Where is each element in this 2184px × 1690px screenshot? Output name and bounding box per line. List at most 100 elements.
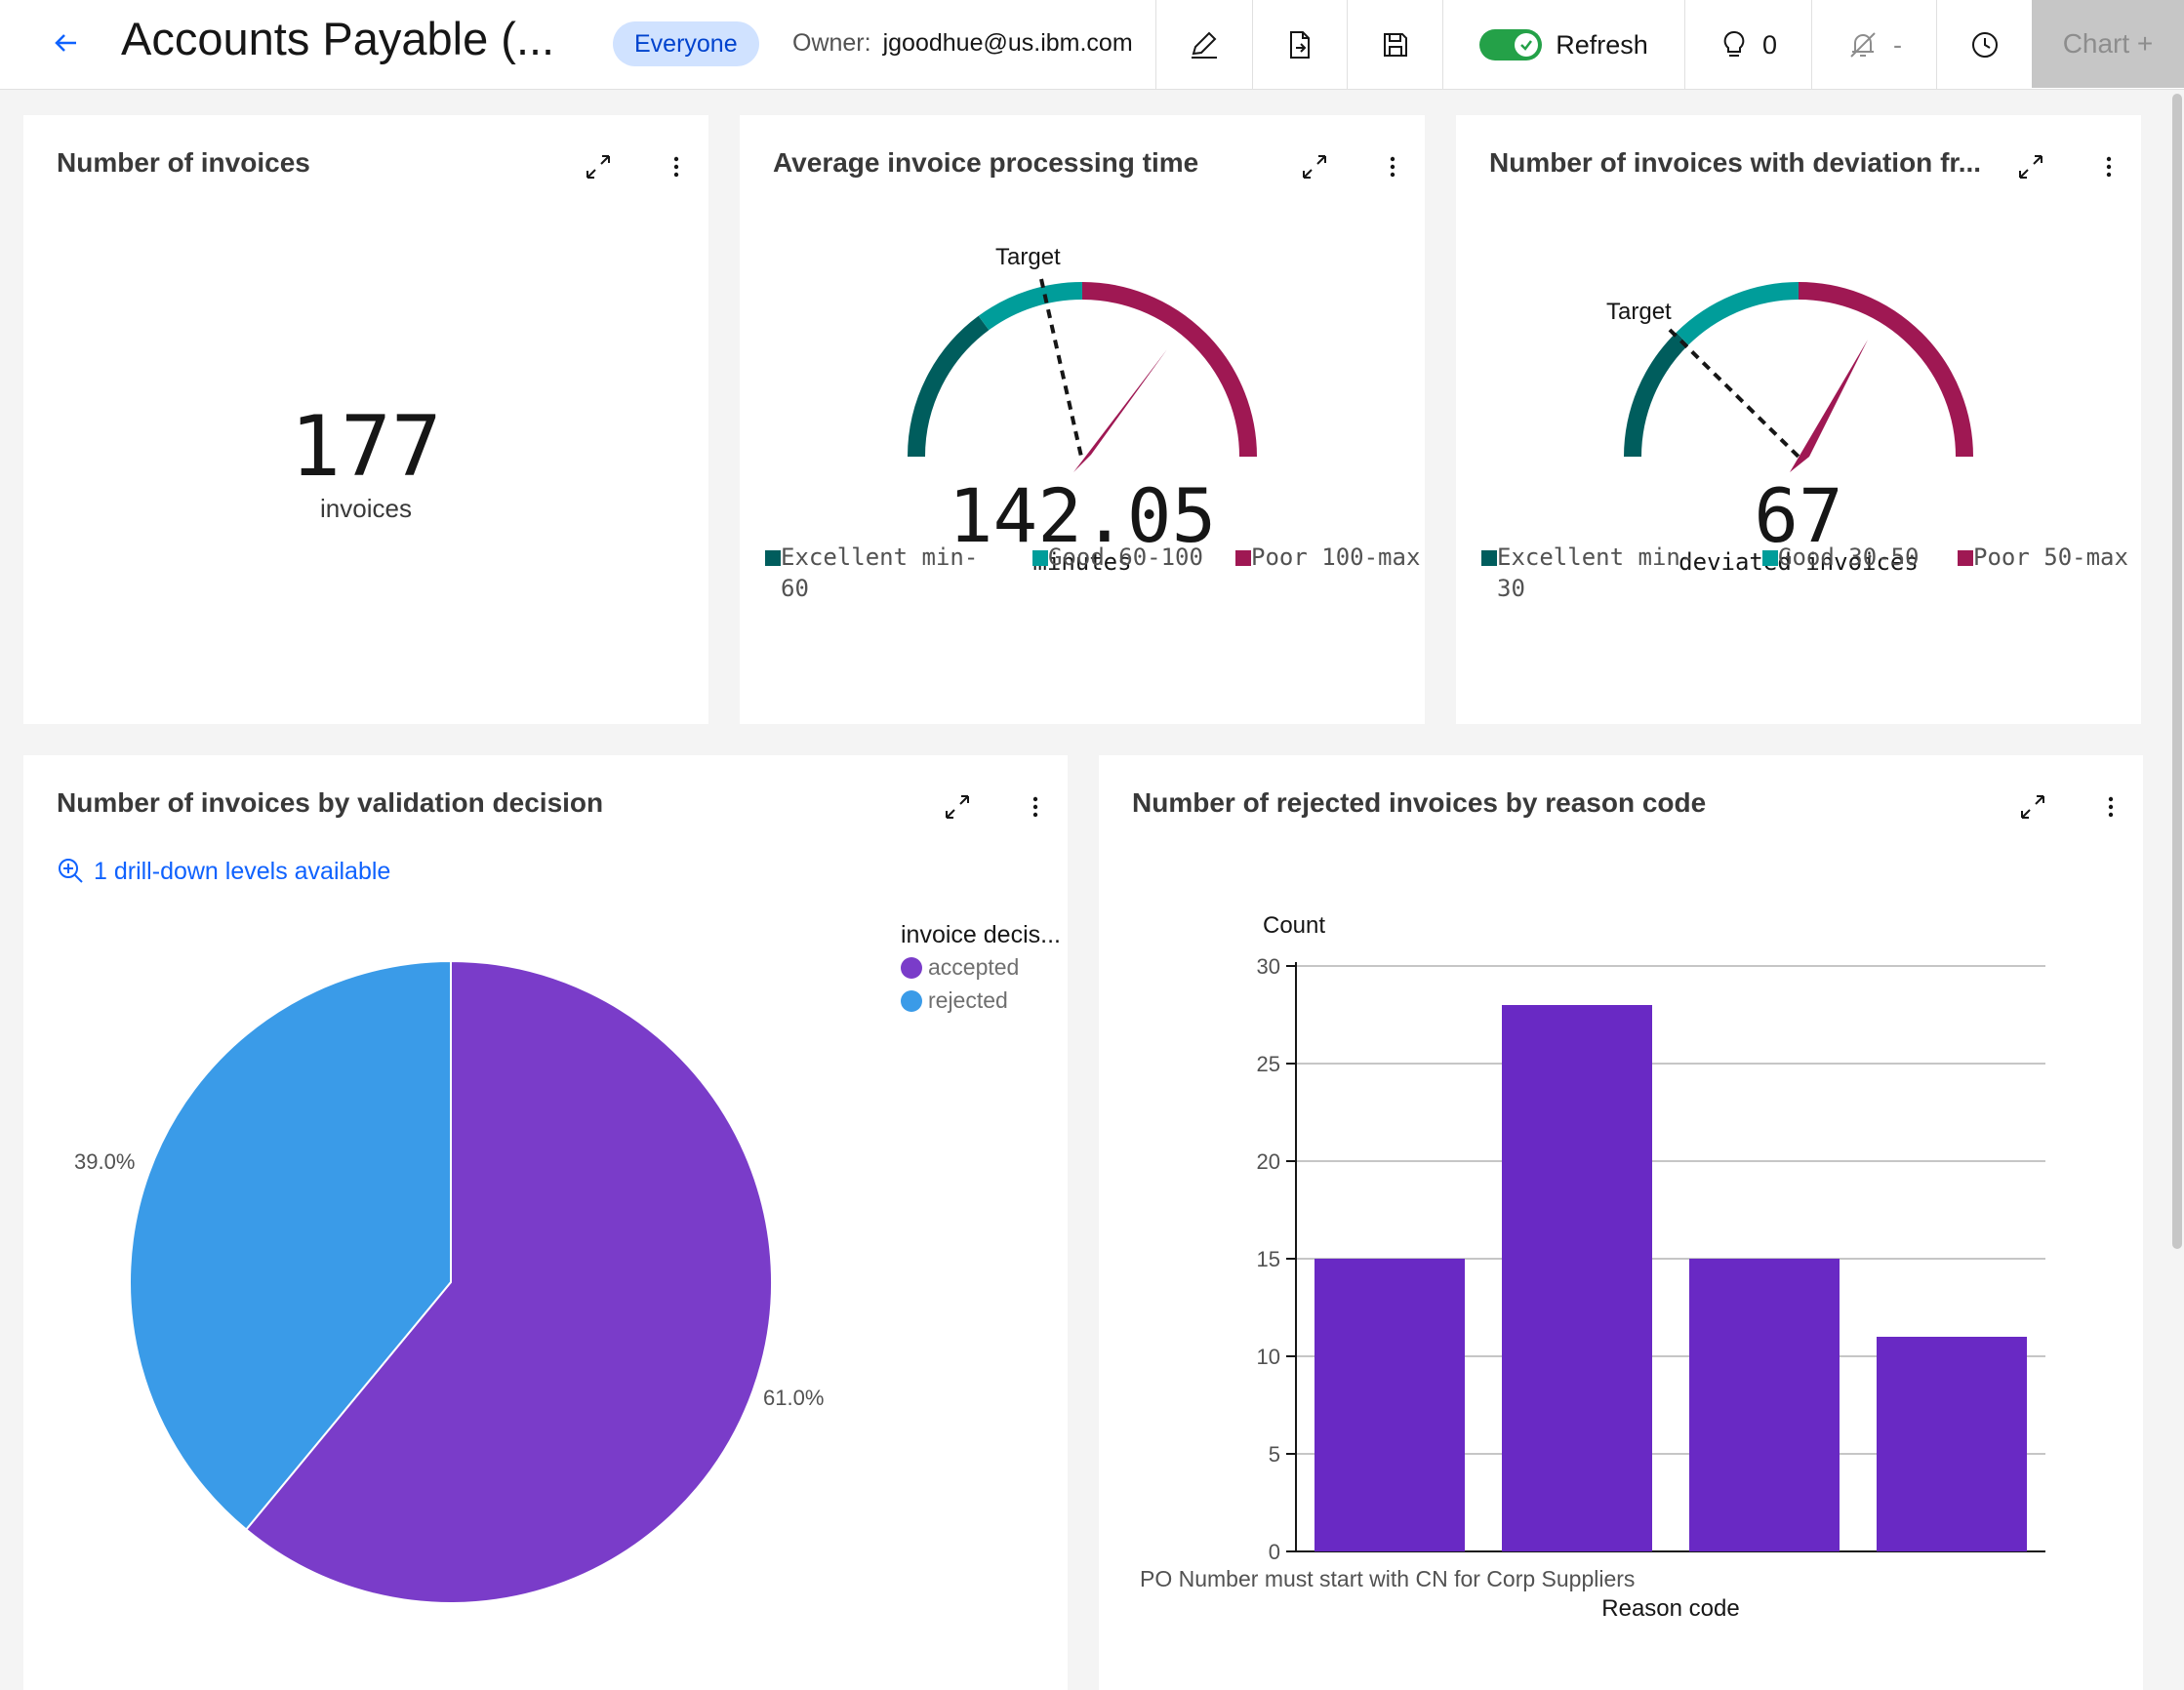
maximize-icon[interactable]: [582, 150, 615, 183]
legend-label: accepted: [928, 954, 1020, 980]
drill-down-link[interactable]: 1 drill-down levels available: [57, 857, 390, 886]
gauge-card-deviation: Number of invoices with deviation fr... …: [1456, 115, 2141, 724]
gauge-unit: minutes: [1032, 548, 1132, 576]
gauge-target-label: Target: [995, 244, 1061, 270]
notification-off-icon: [1850, 32, 1876, 58]
pie-slice-accepted[interactable]: [244, 959, 773, 1604]
legend-label: Good 60-100: [1048, 543, 1203, 571]
pie-slice-rejected[interactable]: [129, 959, 452, 1531]
history-button[interactable]: [1936, 0, 2032, 90]
legend-label: Good 30-50: [1778, 543, 1920, 571]
pie-legend-rejected[interactable]: rejected: [901, 987, 1008, 1014]
legend-swatch: [1481, 550, 1497, 566]
legend-swatch: [765, 550, 781, 566]
checkmark-icon: [1520, 40, 1533, 51]
gauge-target-label: Target: [1606, 299, 1672, 325]
gauge-band-excellent: [907, 315, 990, 458]
pencil-icon: [1192, 31, 1217, 59]
save-button[interactable]: [1347, 0, 1442, 90]
bar-card-rejected-by-reason: Number of rejected invoices by reason co…: [1099, 755, 2143, 1690]
overflow-menu-icon[interactable]: [660, 150, 693, 183]
card-title: Number of invoices by validation decisio…: [57, 787, 604, 818]
gauge-band-poor: [1081, 282, 1257, 458]
kpi-label: invoices: [320, 494, 412, 523]
gauge-band-good: [1676, 282, 1800, 345]
legend-excellent: Excellent min-60: [765, 542, 986, 604]
gauge-value: 67: [1754, 472, 1843, 559]
legend-dot: [901, 990, 922, 1012]
maximize-icon[interactable]: [2016, 790, 2049, 824]
overflow-menu-icon[interactable]: [2092, 150, 2125, 183]
legend-good: Good 60-100: [1032, 542, 1253, 573]
y-axis-label: Count: [1263, 912, 1325, 939]
bar-4[interactable]: [1877, 1337, 2027, 1551]
pie-label-rejected: 39.0%: [74, 1149, 136, 1174]
share-tag[interactable]: Everyone: [613, 21, 759, 66]
dashboard-header: Accounts Payable (... Everyone Owner: jgo…: [0, 0, 2184, 90]
legend-label: rejected: [928, 987, 1008, 1013]
maximize-icon[interactable]: [2014, 150, 2047, 183]
alerts-value: -: [1893, 29, 1902, 60]
gauge-value: 142.05: [948, 472, 1217, 559]
page-title: Accounts Payable (...: [121, 13, 555, 64]
zoom-in-icon: [59, 859, 83, 883]
save-icon: [1383, 33, 1407, 57]
pie-legend-accepted[interactable]: accepted: [901, 954, 1019, 981]
legend-label: Poor 100-max: [1251, 543, 1421, 571]
gauge-unit: deviated invoices: [1678, 548, 1919, 576]
card-title: Average invoice processing time: [773, 147, 1199, 178]
kpi-value: 177: [290, 398, 442, 496]
toggle-knob: [1515, 33, 1539, 57]
pie-card-validation-decision: Number of invoices by validation decisio…: [23, 755, 1068, 1690]
maximize-icon[interactable]: [941, 790, 974, 824]
pie-legend-title: invoice decis...: [901, 921, 1061, 948]
legend-poor: Poor 50-max: [1958, 542, 2178, 573]
bar-2[interactable]: [1502, 1005, 1652, 1551]
y-tick-label: 15: [1257, 1247, 1280, 1271]
document-export-icon: [1290, 31, 1310, 59]
bar-chart: 0 5 10 15 20 25 30 PO Number must start with CN…: [1140, 912, 2045, 1622]
y-tick-label: 0: [1269, 1540, 1280, 1564]
drill-down-label: 1 drill-down levels available: [94, 858, 391, 885]
refresh-toggle[interactable]: Refresh: [1442, 0, 1684, 90]
card-title: Number of invoices: [57, 147, 310, 178]
legend-swatch: [1958, 550, 1973, 566]
bar-1[interactable]: [1314, 1259, 1465, 1551]
add-chart-button[interactable]: Chart +: [2032, 0, 2184, 88]
bar-3[interactable]: [1689, 1259, 1840, 1551]
overflow-menu-icon[interactable]: [1019, 790, 1052, 824]
legend-swatch: [1032, 550, 1048, 566]
pie-label-accepted: 61.0%: [763, 1386, 825, 1410]
card-title: Number of invoices with deviation fr...: [1489, 147, 1982, 178]
lightbulb-icon: [1723, 30, 1745, 57]
export-button[interactable]: [1252, 0, 1347, 90]
legend-swatch: [1235, 550, 1251, 566]
x-tick-label: PO Number must start with CN for Corp Su…: [1140, 1566, 1635, 1591]
edit-button[interactable]: [1155, 0, 1252, 90]
page-scrollbar[interactable]: [2172, 94, 2182, 1249]
maximize-icon[interactable]: [1298, 150, 1331, 183]
insights-count: 0: [1761, 29, 1778, 60]
back-arrow-icon[interactable]: [47, 23, 86, 62]
owner-value: jgoodhue@us.ibm.com: [882, 29, 1133, 57]
gauge-band-good: [978, 281, 1083, 331]
gauge-band-poor: [1798, 282, 1973, 458]
legend-excellent: Excellent min-30: [1481, 542, 1702, 604]
gauge-needle: [1790, 340, 1868, 472]
gauge-card-processing-time: Average invoice processing time Target 1…: [740, 115, 1425, 724]
legend-good: Good 30-50: [1762, 542, 1983, 573]
gauge-needle: [1073, 349, 1167, 472]
toggle-switch[interactable]: [1479, 29, 1543, 60]
legend-poor: Poor 100-max: [1235, 542, 1456, 573]
overflow-menu-icon[interactable]: [1376, 150, 1409, 183]
pie-chart: [129, 959, 773, 1604]
refresh-label: Refresh: [1556, 29, 1648, 60]
overflow-menu-icon[interactable]: [2094, 790, 2127, 824]
insights-button[interactable]: 0: [1684, 0, 1811, 90]
gauge-chart: [1624, 282, 1973, 472]
kpi-card-number-of-invoices: Number of invoices 177 invoices: [23, 115, 708, 724]
legend-dot: [901, 957, 922, 979]
gauge-target-line: [1668, 328, 1800, 459]
alerts-button[interactable]: -: [1811, 0, 1936, 90]
y-tick-label: 25: [1257, 1052, 1280, 1076]
